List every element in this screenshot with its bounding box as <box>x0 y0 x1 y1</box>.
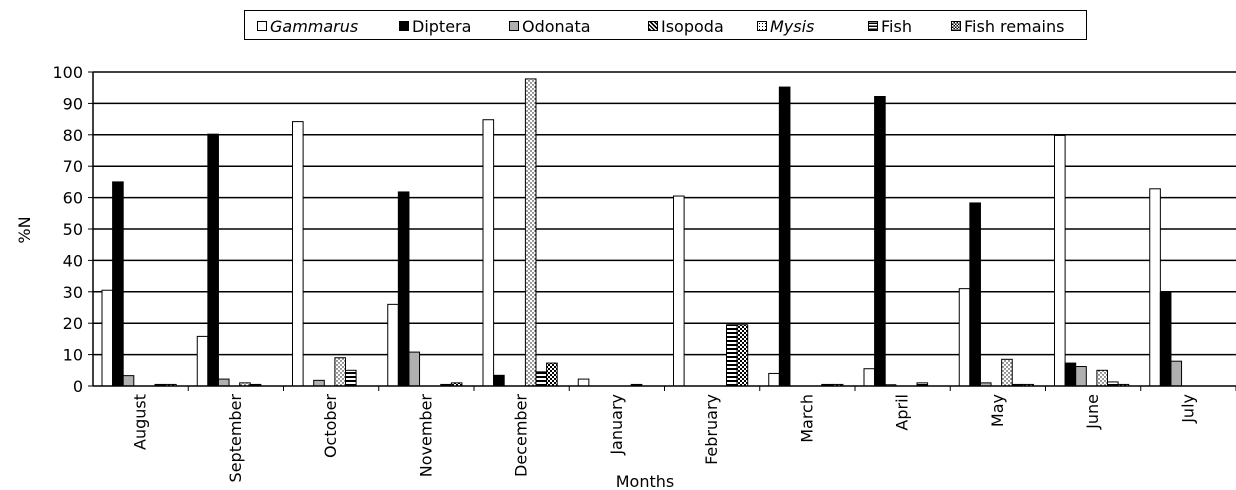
bar-gammarus-april <box>863 368 876 387</box>
bar-odonata-june <box>1075 366 1087 387</box>
legend-swatch-odonata <box>509 21 519 31</box>
x-tick-label: March <box>797 394 816 443</box>
bar-gammarus-february <box>673 195 685 387</box>
legend-item-mysis: Mysis <box>757 16 814 36</box>
bar-diptera-april <box>874 95 886 387</box>
x-tick-label: February <box>702 394 721 465</box>
legend-item-isopoda: Isopoda <box>648 16 724 36</box>
bar-odonata-september <box>217 378 230 387</box>
y-tick-label: 70 <box>63 157 83 176</box>
bar-odonata-november <box>408 351 421 387</box>
bar-mysis-may <box>1001 358 1013 387</box>
bar-diptera-august <box>112 181 124 387</box>
legend-label-fish: Fish <box>881 16 912 36</box>
y-tick-label: 10 <box>63 346 83 365</box>
legend-label-odonata: Odonata <box>522 16 591 36</box>
y-tick-label: 90 <box>63 94 83 113</box>
y-tick-label: 80 <box>63 126 83 145</box>
legend-item-gammarus: Gammarus <box>257 16 358 36</box>
bar-gammarus-june <box>1054 134 1066 387</box>
y-tick-label: 20 <box>63 314 83 333</box>
bar-diptera-november <box>397 191 410 387</box>
legend-swatch-mysis <box>757 21 767 31</box>
x-tick-label: June <box>1083 394 1102 430</box>
x-tick-label: December <box>512 394 531 477</box>
bar-odonata-october <box>313 379 325 387</box>
legend-item-fish-remains: Fish remains <box>951 16 1064 36</box>
x-axis-title: Months <box>616 472 674 490</box>
legend-label-gammarus: Gammarus <box>270 16 359 36</box>
bar-mysis-october <box>334 357 346 387</box>
bar-odonata-july <box>1170 360 1183 387</box>
bar-diptera-march <box>778 86 791 387</box>
bar-fish-remains-february <box>736 324 749 387</box>
x-tick-label: August <box>131 394 150 450</box>
bar-mysis-june <box>1096 369 1109 387</box>
bar-gammarus-august <box>101 289 114 387</box>
y-tick-label: 40 <box>63 251 83 270</box>
x-tick-label: November <box>416 394 435 478</box>
bar-gammarus-july <box>1149 188 1161 387</box>
x-tick-label: April <box>893 394 912 431</box>
legend-label-isopoda: Isopoda <box>661 16 724 36</box>
legend-swatch-fish-remains <box>951 21 961 31</box>
legend-item-diptera: Diptera <box>399 16 471 36</box>
y-tick-label: 0 <box>73 377 83 396</box>
y-axis-title: %N <box>15 216 34 243</box>
legend-label-fish-remains: Fish remains <box>964 16 1065 36</box>
bar-diptera-may <box>969 202 981 387</box>
bar-fish-december <box>535 371 548 387</box>
y-tick-label: 60 <box>63 189 83 208</box>
y-tick-label: 30 <box>63 283 83 302</box>
x-tick-label: May <box>988 394 1007 427</box>
bar-diptera-september <box>207 133 219 387</box>
x-tick-label: October <box>321 394 340 458</box>
bar-odonata-august <box>122 375 135 387</box>
bar-gammarus-october <box>292 121 304 387</box>
x-tick-label: September <box>226 394 245 483</box>
legend-swatch-diptera <box>399 21 409 31</box>
bar-gammarus-may <box>958 288 971 387</box>
bar-gammarus-january <box>577 378 590 387</box>
bar-gammarus-september <box>196 335 209 387</box>
bar-gammarus-december <box>482 119 495 387</box>
legend-item-odonata: Odonata <box>509 16 591 36</box>
bar-fish-remains-december <box>546 362 558 387</box>
legend-swatch-gammarus <box>257 21 267 31</box>
legend-swatch-fish <box>868 21 878 31</box>
legend-label-mysis: Mysis <box>770 16 815 36</box>
legend-swatch-isopoda <box>648 21 658 31</box>
bar-mysis-december <box>524 78 537 387</box>
y-tick-label: 50 <box>63 220 83 239</box>
y-tick-label: 100 <box>52 63 83 82</box>
bar-diptera-december <box>493 374 505 387</box>
bar-diptera-june <box>1064 362 1077 387</box>
bar-gammarus-march <box>768 372 780 387</box>
bar-fish-october <box>345 369 357 387</box>
x-tick-label: January <box>607 394 626 456</box>
bar-fish-february <box>726 324 738 387</box>
legend-item-fish: Fish <box>868 16 912 36</box>
bar-diptera-july <box>1159 291 1172 387</box>
legend-label-diptera: Diptera <box>412 16 472 36</box>
legend: Gammarus Diptera Odonata Isopoda Mysis F… <box>244 10 1087 40</box>
x-tick-label: July <box>1178 394 1197 424</box>
bar-gammarus-november <box>387 303 399 387</box>
